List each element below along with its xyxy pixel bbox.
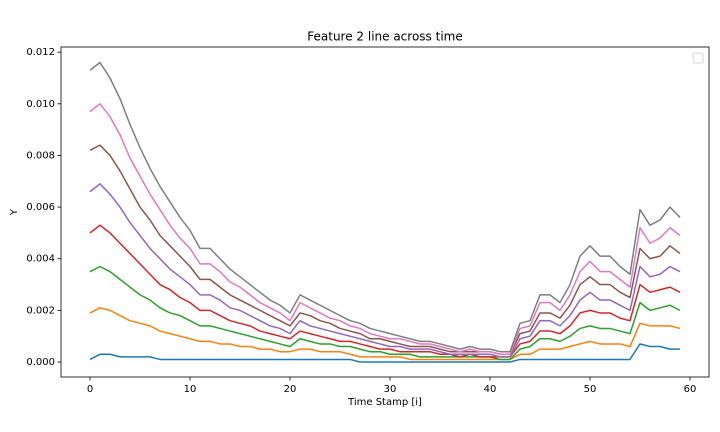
y-tick-label: 0.004	[26, 254, 55, 265]
y-tick-label: 0.010	[26, 99, 55, 110]
x-tick-label: 0	[87, 384, 93, 395]
data-line	[89, 307, 681, 361]
x-tick-label: 30	[384, 384, 397, 395]
x-axis-label: Time Stamp [i]	[347, 397, 422, 408]
x-tick-label: 60	[684, 384, 697, 395]
chart-title: Feature 2 line across time	[307, 30, 462, 44]
x-tick-label: 40	[484, 384, 497, 395]
data-line	[89, 265, 681, 361]
y-axis-label: Y	[9, 208, 20, 216]
plot-frame	[60, 46, 710, 378]
y-tick-label: 0.000	[26, 357, 55, 368]
data-line	[89, 144, 681, 356]
x-tick-label: 10	[184, 384, 197, 395]
y-tick-label: 0.006	[26, 202, 55, 213]
data-line	[89, 103, 681, 356]
y-tick-label: 0.002	[26, 305, 55, 316]
data-line	[89, 61, 681, 353]
data-line	[89, 183, 681, 358]
y-tick-label: 0.012	[26, 47, 55, 58]
data-line	[89, 343, 680, 363]
x-tick-label: 50	[584, 384, 597, 395]
legend-box	[692, 52, 704, 64]
x-tick-label: 20	[284, 384, 297, 395]
y-tick-label: 0.008	[26, 150, 55, 161]
data-line	[89, 224, 681, 358]
